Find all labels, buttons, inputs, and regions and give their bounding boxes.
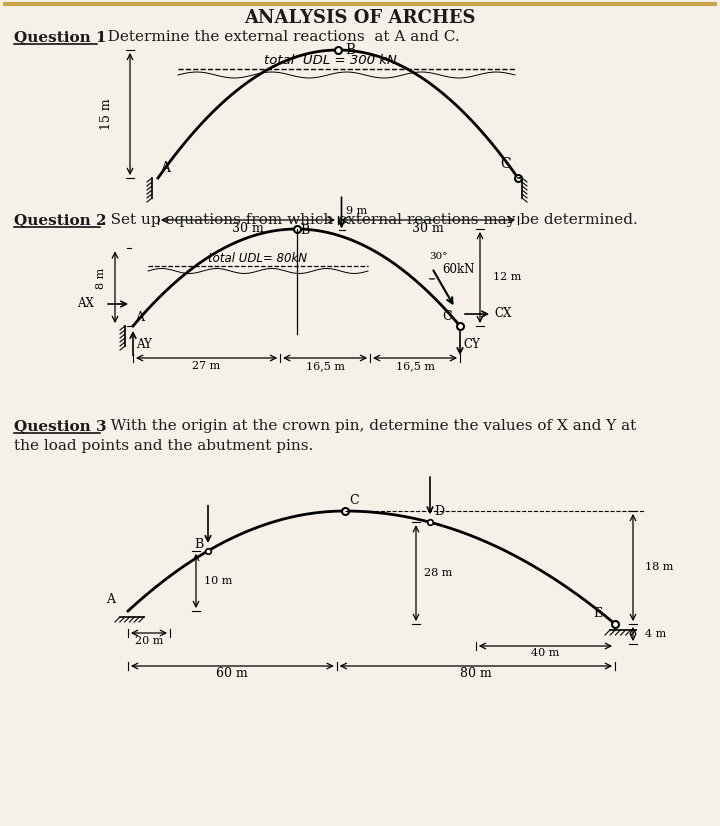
- Text: A: A: [135, 311, 144, 324]
- Text: D: D: [434, 506, 444, 518]
- Text: ANALYSIS OF ARCHES: ANALYSIS OF ARCHES: [244, 9, 476, 27]
- Text: 60 m: 60 m: [217, 667, 248, 680]
- Text: total  UDL = 300 kN: total UDL = 300 kN: [264, 55, 397, 68]
- Text: E: E: [593, 607, 602, 620]
- Text: AY: AY: [136, 338, 152, 351]
- Text: C: C: [349, 494, 359, 507]
- Text: 60kN: 60kN: [442, 263, 474, 276]
- Text: A: A: [160, 161, 170, 175]
- Text: 15 m: 15 m: [99, 98, 112, 130]
- Text: C: C: [442, 310, 451, 323]
- Text: Question 3: Question 3: [14, 419, 107, 433]
- Text: 27 m: 27 m: [192, 361, 221, 371]
- Text: 12 m: 12 m: [493, 273, 521, 282]
- Text: . Determine the external reactions  at A and C.: . Determine the external reactions at A …: [98, 30, 459, 44]
- Text: AX: AX: [77, 297, 94, 310]
- Text: B: B: [194, 538, 203, 551]
- Text: CY: CY: [463, 338, 480, 351]
- Text: 4 m: 4 m: [645, 629, 666, 639]
- Text: 28 m: 28 m: [424, 568, 452, 578]
- Text: 10 m: 10 m: [204, 576, 233, 586]
- Text: 16,5 m: 16,5 m: [305, 361, 345, 371]
- Text: 20 m: 20 m: [135, 636, 163, 646]
- Text: . Set up equations from which external reactions may be determined.: . Set up equations from which external r…: [101, 213, 638, 227]
- Text: total UDL= 80kN: total UDL= 80kN: [209, 253, 307, 265]
- Text: 30 m: 30 m: [412, 222, 444, 235]
- Text: 40 m: 40 m: [531, 648, 559, 658]
- Text: B: B: [345, 43, 355, 57]
- Text: 9 m: 9 m: [346, 206, 366, 216]
- Text: 18 m: 18 m: [645, 563, 673, 572]
- Text: Question 2: Question 2: [14, 213, 107, 227]
- Text: . With the origin at the crown pin, determine the values of X and Y at: . With the origin at the crown pin, dete…: [101, 419, 636, 433]
- Text: CX: CX: [494, 307, 511, 320]
- Text: Question 1: Question 1: [14, 30, 107, 44]
- Text: 8 m: 8 m: [96, 268, 106, 289]
- Text: 30 m: 30 m: [232, 222, 264, 235]
- Text: 80 m: 80 m: [460, 667, 492, 680]
- Text: 30°: 30°: [429, 252, 448, 261]
- Text: A: A: [106, 593, 115, 606]
- Text: B: B: [300, 224, 310, 237]
- Text: the load points and the abutment pins.: the load points and the abutment pins.: [14, 439, 313, 453]
- Text: C: C: [500, 157, 510, 171]
- Text: 16,5 m: 16,5 m: [395, 361, 435, 371]
